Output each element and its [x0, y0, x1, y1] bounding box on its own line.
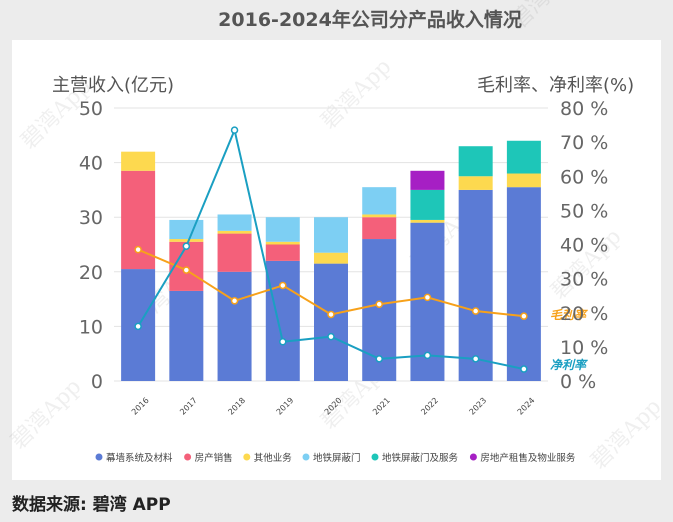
bar-segment [217, 230, 252, 234]
y-right-tick-label: 20 % [560, 303, 608, 325]
line-point [182, 266, 191, 274]
watermark-text: 碧湾App [317, 54, 397, 134]
legend-marker [469, 453, 477, 461]
line-point [375, 300, 383, 308]
y-right-tick-label: 30 % [560, 269, 608, 291]
y-right-tick-label: 0 % [560, 371, 596, 393]
bar-segment [217, 271, 252, 381]
x-tick-label: 2017 [178, 396, 199, 417]
bar-segment [506, 187, 541, 381]
y-left-tick-label: 20 [79, 262, 103, 284]
line-point [423, 351, 432, 360]
legend-label: 房产销售 [195, 452, 233, 464]
y-left-tick-label: 10 [79, 316, 103, 338]
y-left-tick-label: 30 [79, 207, 103, 229]
line-point [230, 126, 239, 134]
legend-label: 地铁屏蔽门 [313, 452, 361, 464]
bar-segment [506, 173, 541, 188]
legend: 幕墙系统及材料 房产销售 其他业务 地铁屏蔽门 地铁屏蔽门及服务 房地产租售及物业服务 [95, 452, 576, 464]
y-right-axis-title: 毛利率、净利率(%) [477, 75, 634, 96]
line-point [375, 355, 383, 363]
bar-segment [314, 217, 348, 253]
bar-segment [362, 187, 397, 215]
bar-segment [314, 252, 348, 264]
bar-segment [169, 219, 204, 240]
line-point [327, 310, 335, 319]
x-tick-label: 2023 [468, 396, 489, 417]
y-left-tick-label: 50 [79, 98, 103, 120]
y-left-tick-label: 0 [91, 371, 103, 393]
bar-series [121, 140, 541, 381]
y-right-tick-label: 60 % [560, 166, 608, 188]
y-right-tick-label: 80 % [560, 98, 608, 120]
x-tick-label: 2018 [226, 396, 247, 417]
legend-label: 房地产租售及物业服务 [480, 452, 576, 464]
y-left-tick-label: 40 [79, 153, 103, 175]
bar-segment [169, 290, 204, 381]
watermark-text: 碧湾App [507, 0, 587, 34]
legend-label: 其他业务 [254, 452, 293, 464]
watermark-text: 碧湾App [7, 374, 87, 454]
x-tick-label: 2022 [419, 396, 440, 417]
legend-label: 幕墙系统及材料 [106, 452, 173, 464]
legend-marker [302, 453, 310, 461]
line-point [182, 242, 191, 250]
y-right-tick-label: 50 % [560, 200, 608, 222]
line-end-label: 净利率 [550, 358, 588, 372]
bar-segment [217, 233, 252, 272]
bar-segment [265, 241, 300, 245]
bar-segment [265, 260, 300, 381]
bar-segment [410, 189, 445, 220]
x-tick-label: 2019 [275, 396, 296, 417]
y-right-tick-label: 40 % [560, 235, 608, 257]
bar-segment [217, 214, 252, 231]
y-right-tick-label: 70 % [560, 132, 608, 154]
line-point [520, 312, 528, 320]
line-point [423, 293, 432, 302]
bar-segment [362, 214, 397, 218]
line-point [471, 355, 480, 363]
line-point [134, 322, 142, 331]
y-left-axis-title: 主营收入(亿元) [52, 75, 174, 96]
bar-segment [362, 217, 397, 240]
bar-segment [265, 244, 300, 261]
bar-segment [506, 140, 541, 174]
bar-segment [458, 189, 493, 381]
x-tick-label: 2016 [130, 396, 151, 417]
bar-segment [458, 146, 493, 177]
data-source: 数据来源: 碧湾 APP [12, 495, 171, 515]
legend-marker [95, 453, 103, 461]
bar-segment [458, 176, 493, 190]
line-point [520, 365, 528, 373]
line-end-label: 毛利率 [550, 308, 588, 322]
line-point [134, 245, 142, 254]
page-title: 2016-2024年公司分产品收入情况 [218, 9, 522, 31]
legend-marker [243, 453, 251, 461]
line-point [279, 338, 287, 346]
bar-segment [265, 217, 300, 242]
watermark-text: 碧湾App [587, 394, 667, 474]
x-tick-label: 2024 [516, 396, 537, 417]
line-point [279, 281, 287, 290]
line-point [327, 332, 335, 341]
legend-marker [371, 453, 379, 461]
x-tick-label: 2021 [371, 396, 392, 417]
bar-segment [410, 170, 445, 190]
bar-segment [314, 263, 348, 381]
bar-segment [410, 219, 445, 223]
legend-marker [184, 453, 192, 461]
y-right-tick-label: 10 % [560, 337, 608, 359]
legend-label: 地铁屏蔽门及服务 [382, 452, 459, 464]
line-point [471, 307, 480, 315]
line-point [230, 297, 239, 305]
bar-segment [169, 239, 204, 242]
bar-segment [121, 151, 156, 171]
